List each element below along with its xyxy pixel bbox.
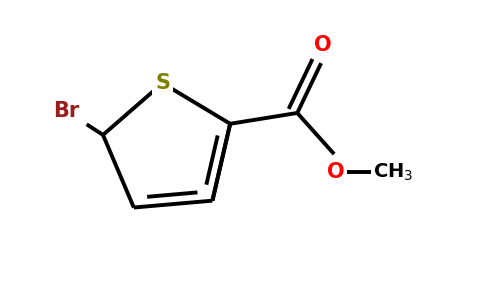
Text: S: S — [155, 73, 170, 93]
Text: CH$_3$: CH$_3$ — [373, 162, 413, 183]
Text: O: O — [328, 162, 345, 182]
Text: O: O — [315, 35, 332, 55]
Text: Br: Br — [53, 101, 79, 121]
